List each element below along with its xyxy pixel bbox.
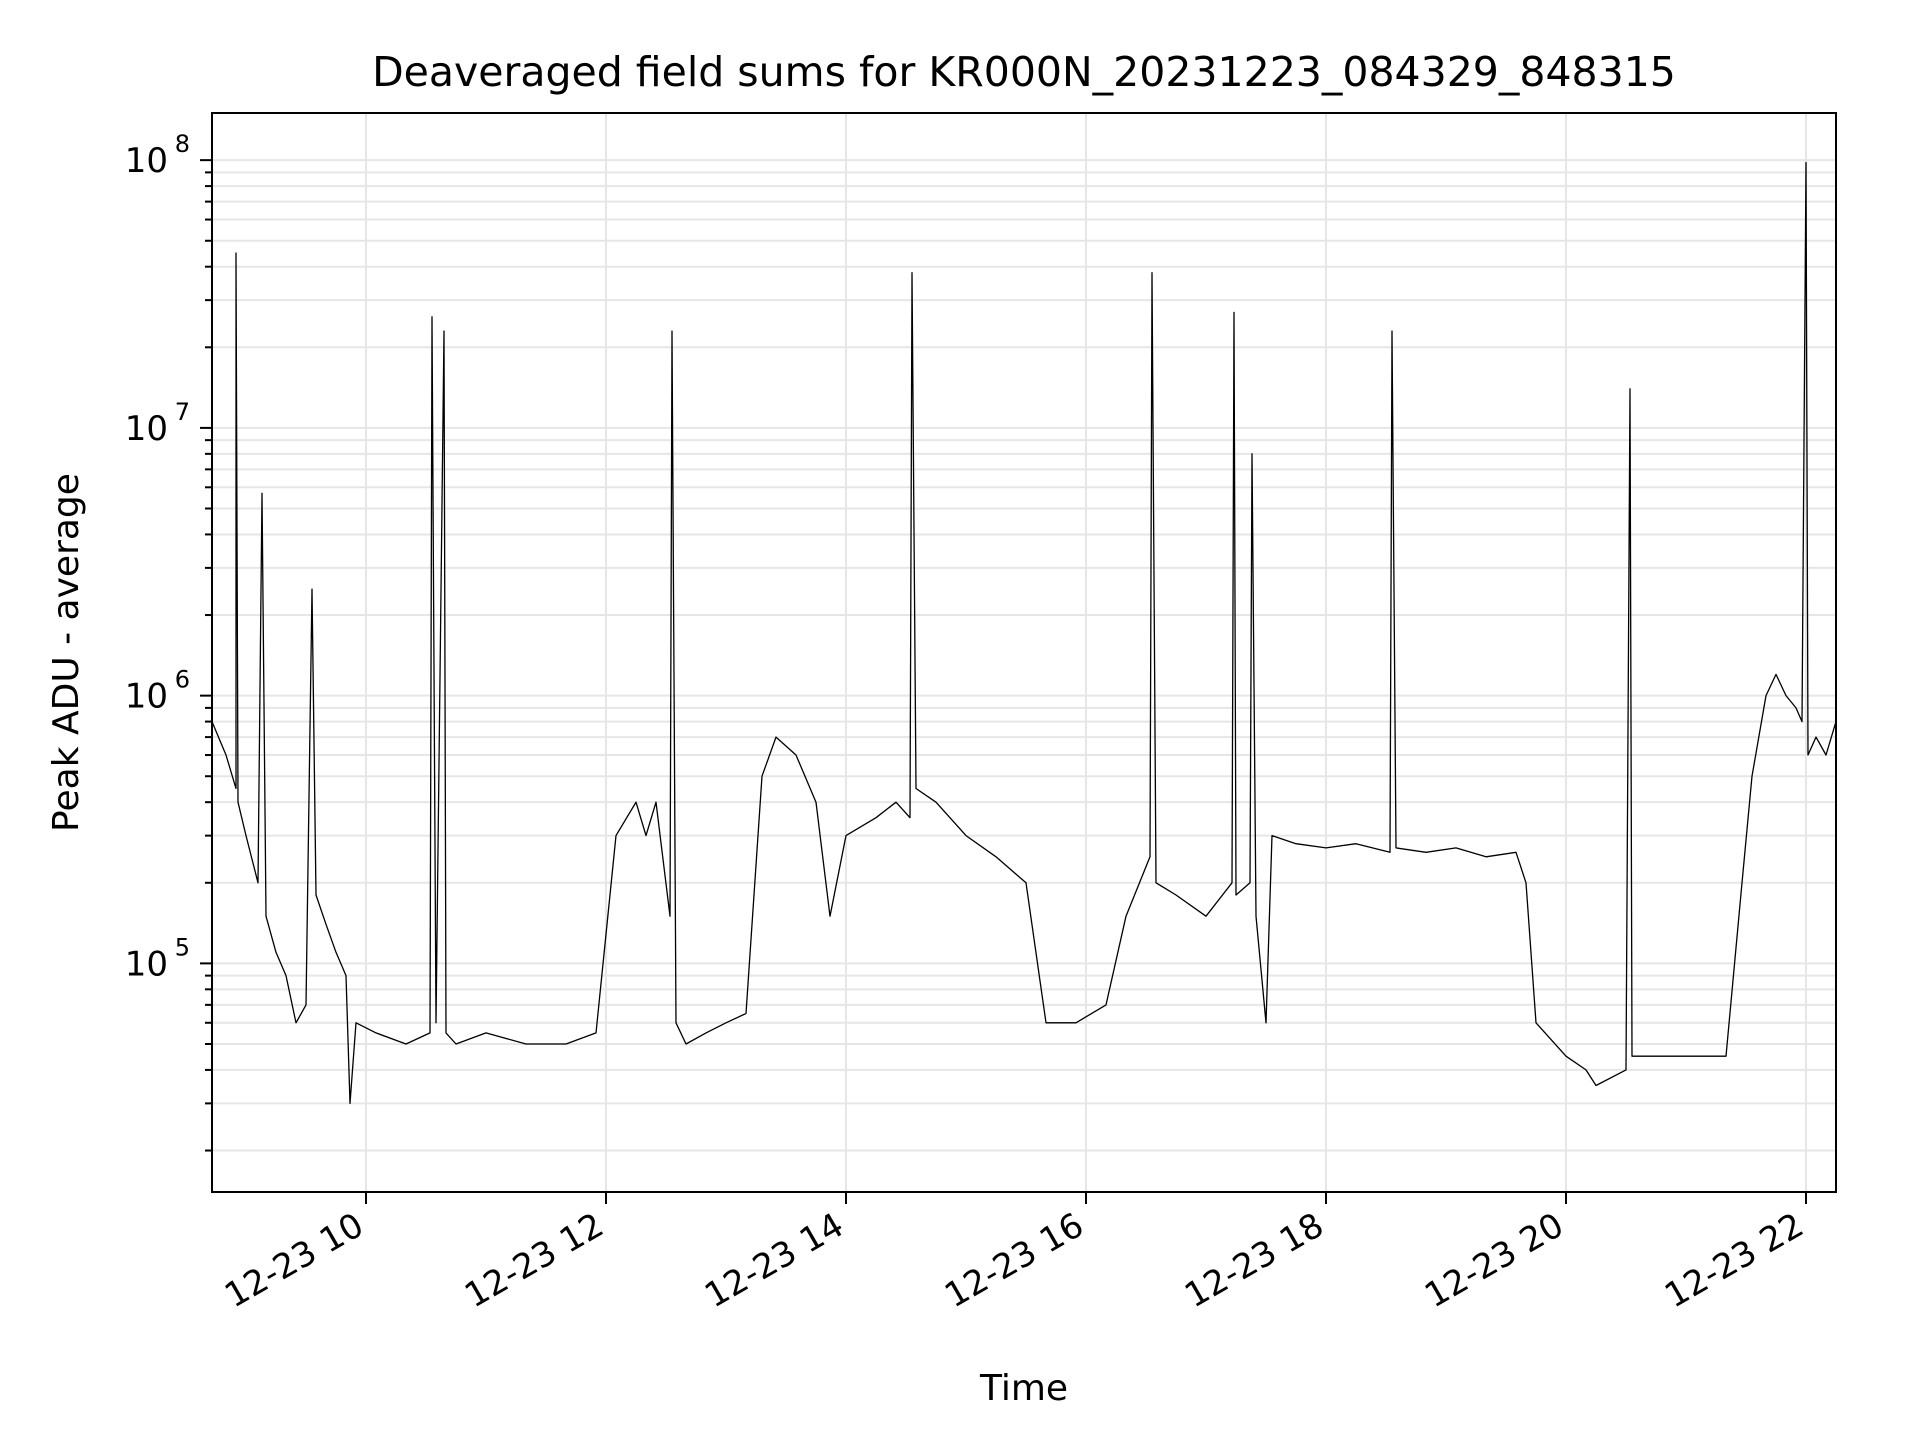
y-tick-label: 10 <box>125 944 168 984</box>
grid <box>212 113 1836 1192</box>
chart-title: Deaveraged field sums for KR000N_2023122… <box>372 48 1676 96</box>
x-tick-label: 12-23 14 <box>698 1205 850 1316</box>
x-tick-label: 12-23 10 <box>218 1205 370 1316</box>
y-axis-label: Peak ADU - average <box>46 473 87 832</box>
y-tick-label-exponent: 6 <box>175 666 190 694</box>
y-tick-label: 10 <box>125 141 168 181</box>
x-tick-label: 12-23 18 <box>1178 1205 1330 1316</box>
series-line <box>211 161 1837 1105</box>
x-tick-label: 12-23 12 <box>458 1205 610 1316</box>
plot-frame <box>211 112 1837 1193</box>
y-tick-label-exponent: 7 <box>175 398 190 426</box>
x-tick-label: 12-23 20 <box>1418 1205 1570 1316</box>
x-axis-label: Time <box>979 1368 1068 1409</box>
y-tick-label-exponent: 5 <box>175 933 190 961</box>
y-tick-label: 10 <box>125 409 168 449</box>
x-tick-label: 12-23 16 <box>938 1205 1090 1316</box>
y-tick-label-exponent: 8 <box>175 130 190 158</box>
x-tick-label: 12-23 22 <box>1658 1205 1810 1316</box>
y-tick-label: 10 <box>125 677 168 717</box>
